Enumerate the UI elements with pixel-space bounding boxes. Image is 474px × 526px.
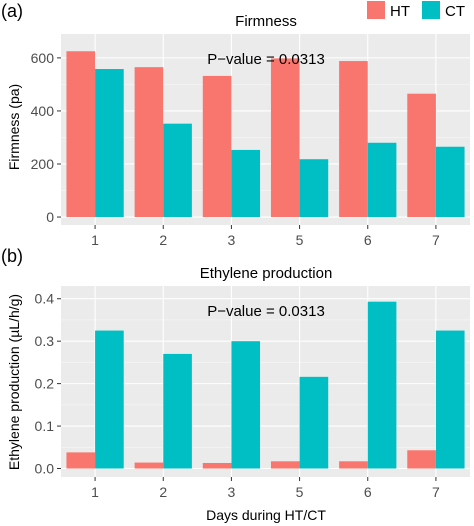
x-tick-label: 2: [159, 232, 167, 248]
bar-ct-day-5: [299, 159, 329, 218]
y-tick-label: 0.3: [35, 333, 55, 349]
bar-ct-day-1: [95, 69, 124, 218]
bar-ct-day-6: [367, 142, 397, 218]
bar-ct-day-5: [299, 376, 329, 469]
panel-a-background: [61, 34, 470, 225]
bar-ht-day-2: [134, 67, 164, 218]
y-tick-label: 0.2: [35, 376, 55, 392]
bar-ct-day-7: [435, 146, 465, 218]
y-tick-label: 600: [31, 50, 55, 66]
legend-swatch-ht: [367, 1, 385, 19]
panel-a-title: Firmness: [235, 13, 297, 30]
panel-b-x-axis: 1 2 3 5 6 7: [91, 477, 440, 500]
panel-a-annotation: P−value = 0.0313: [207, 51, 325, 68]
bar-ht-day-5: [270, 58, 300, 218]
panel-b-letter: (b): [1, 246, 23, 266]
x-tick-label: 5: [296, 232, 304, 248]
bar-ct-day-3: [231, 341, 261, 469]
legend-label-ht: HT: [390, 3, 410, 20]
panel-a-x-axis: 1 2 3 5 6 7: [91, 225, 440, 248]
bar-ct-day-1: [95, 330, 124, 469]
bar-ht-day-2: [134, 462, 164, 469]
bar-ht-day-6: [339, 461, 368, 469]
bar-ct-day-3: [231, 149, 261, 218]
x-tick-label: 7: [432, 232, 440, 248]
panel-b-xlabel: Days during HT/CT: [206, 507, 326, 523]
x-tick-label: 3: [228, 232, 236, 248]
y-tick-label: 0: [46, 209, 54, 225]
bar-ct-day-2: [163, 123, 192, 218]
bar-ct-day-2: [163, 353, 192, 469]
bar-ht-day-3: [202, 75, 232, 218]
bar-ht-day-5: [270, 461, 300, 469]
x-tick-label: 1: [91, 232, 99, 248]
y-tick-label: 400: [31, 103, 55, 119]
y-tick-label: 200: [31, 156, 55, 172]
bar-ct-day-6: [367, 301, 397, 469]
bar-ht-day-7: [407, 93, 436, 218]
panel-b-ethylene: (b) Ethylene production Ethylene product…: [1, 246, 470, 523]
bar-ht-day-6: [339, 61, 368, 218]
panel-b-bars: [66, 301, 465, 469]
x-tick-label: 7: [432, 484, 440, 500]
x-tick-label: 5: [296, 484, 304, 500]
panel-a-y-axis: 0 200 400 600: [31, 50, 61, 225]
panel-b-background: [61, 286, 470, 477]
panel-b-ylabel: Ethylene production (µL/h/g): [6, 294, 22, 470]
panel-a-letter: (a): [1, 1, 23, 21]
y-tick-label: 0.1: [35, 418, 55, 434]
bar-ct-day-7: [435, 330, 465, 469]
x-tick-label: 6: [364, 232, 372, 248]
x-tick-label: 2: [159, 484, 167, 500]
panel-a-firmness: (a) Firmness Firmness (pa) 0 200 400 600 1 2…: [1, 1, 470, 248]
panel-a-ylabel: Firmness (pa): [6, 84, 22, 170]
y-tick-label: 0.0: [35, 461, 55, 477]
bar-ht-day-1: [66, 51, 96, 218]
panel-b-annotation: P−value = 0.0313: [207, 303, 325, 320]
y-tick-label: 0.4: [35, 291, 55, 307]
legend: HT CT: [367, 1, 465, 20]
x-tick-label: 1: [91, 484, 99, 500]
x-tick-label: 3: [228, 484, 236, 500]
panel-b-title: Ethylene production: [200, 265, 333, 282]
panel-a-bars: [66, 51, 465, 218]
x-tick-label: 6: [364, 484, 372, 500]
bar-ht-day-7: [407, 450, 436, 469]
panel-b-y-axis: 0.0 0.1 0.2 0.3 0.4: [35, 291, 61, 477]
bar-ht-day-3: [202, 462, 232, 469]
legend-swatch-ct: [422, 1, 440, 19]
bar-ht-day-1: [66, 452, 96, 469]
legend-label-ct: CT: [445, 3, 465, 20]
